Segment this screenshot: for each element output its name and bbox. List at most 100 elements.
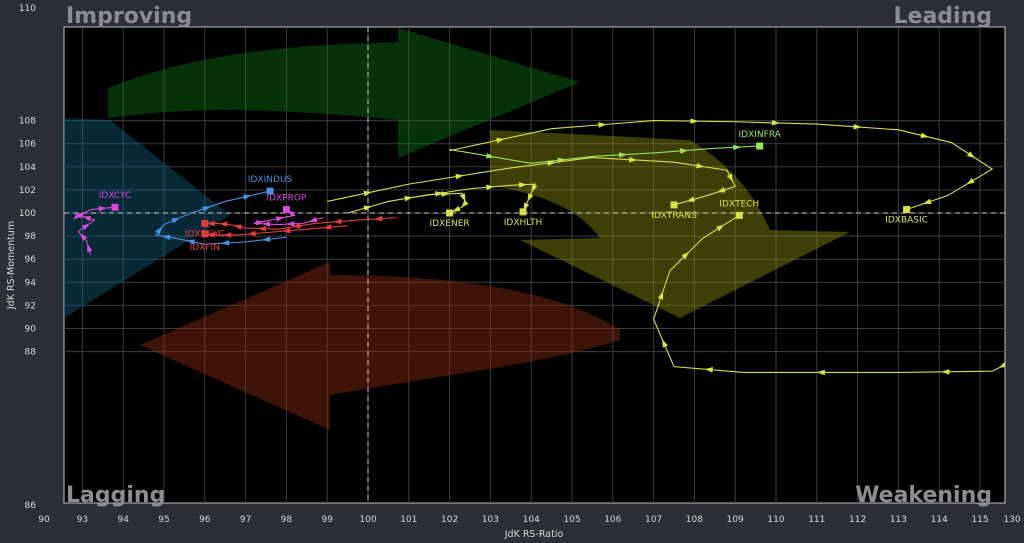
y-tick-label: 108 (19, 117, 36, 127)
series-idxhlth (408, 182, 538, 216)
tail-point-marker (86, 243, 93, 253)
series-label: IDXCYC (99, 191, 132, 201)
series-tail-line (408, 183, 537, 213)
quadrant-label-leading: Leading (894, 4, 992, 29)
series-head-marker (670, 201, 678, 209)
tail-point-marker (485, 152, 495, 159)
tail-point-marker (547, 160, 556, 167)
tail-point-marker (435, 191, 444, 197)
tail-point-marker (690, 118, 699, 124)
series-label: IDXBASIC (885, 216, 928, 226)
tail-point-marker (292, 222, 301, 229)
series-label: IDXTECH (719, 199, 759, 209)
y-tick-label: 94 (25, 278, 37, 288)
y-tick-label: 96 (25, 255, 37, 265)
series-labels: IDXINFRA IDXBASIC IDXTRANS IDXTECH IDXENER ID… (99, 130, 928, 253)
tail-point-marker (82, 216, 92, 222)
tail-point-marker (680, 148, 689, 154)
tail-point-marker (459, 193, 466, 202)
tail-point-marker (243, 194, 252, 200)
x-tick-label: 110 (767, 515, 784, 525)
tail-point-marker (452, 205, 461, 212)
series-idxfin (201, 224, 348, 238)
series-tail-line (653, 214, 1005, 373)
tail-point-marker (162, 234, 171, 241)
series-head-marker (201, 230, 209, 238)
plot-area (63, 26, 1006, 504)
tail-point-marker (998, 361, 1005, 368)
x-tick-label: 130 (1003, 515, 1020, 525)
tail-point-marker (681, 251, 690, 260)
tail-point-marker (77, 212, 86, 219)
tail-point-marker (717, 187, 726, 193)
x-tick-label: 113 (890, 515, 907, 525)
y-tick-label: 106 (19, 140, 36, 150)
tail-point-marker (219, 221, 228, 228)
x-tick-label: 94 (117, 515, 129, 525)
tail-point-marker (73, 212, 82, 220)
tail-point-marker (309, 216, 318, 223)
series-idxtech (653, 211, 1005, 376)
series-idxener (347, 191, 469, 217)
tail-point-marker (363, 205, 372, 212)
x-tick-label: 101 (400, 515, 417, 525)
x-axis-title: JdK RS-Ratio (504, 529, 564, 540)
tail-point-marker (657, 291, 664, 300)
tail-point-marker (206, 231, 216, 238)
tail-point-marker (202, 206, 211, 212)
tail-point-marker (233, 224, 242, 230)
tail-point-marker (286, 220, 295, 227)
tail-point-marker (496, 137, 505, 144)
tail-point-marker (455, 173, 464, 180)
x-tick-label: 115 (971, 515, 988, 525)
y-tick-label: 104 (19, 163, 36, 173)
x-tick-label: 104 (523, 515, 540, 525)
tail-point-marker (186, 239, 195, 245)
series-idxinfra (449, 142, 764, 164)
x-tick-label: 95 (158, 515, 169, 525)
series-idxcyc (73, 203, 119, 255)
tail-point-marker (662, 339, 668, 348)
tail-point-marker (716, 224, 725, 232)
tail-point-marker (374, 215, 383, 222)
x-tick-label: 103 (482, 515, 499, 525)
x-tick-label: 108 (686, 515, 703, 525)
x-tick-label: 112 (849, 515, 866, 525)
series-head-marker (446, 209, 454, 217)
x-tick-label: 111 (808, 515, 825, 525)
tail-point-marker (262, 236, 271, 242)
tail-point-marker (733, 144, 742, 151)
tail-point-marker (920, 132, 929, 138)
series-head-marker (111, 203, 119, 211)
quadrant-label-lagging: Lagging (66, 483, 165, 508)
x-tick-label: 97 (240, 515, 251, 525)
tail-point-marker (629, 156, 638, 163)
tail-point-marker (363, 190, 372, 197)
tail-point-marker (771, 119, 780, 126)
series-label: IDXENER (430, 219, 470, 229)
tail-point-marker (816, 369, 825, 376)
x-tick-label: 100 (359, 515, 376, 525)
x-tick-label: 99 (321, 515, 333, 525)
tail-point-marker (941, 368, 950, 375)
center-crosshair (64, 27, 1005, 503)
x-axis-ticks: 90 93 94 95 96 97 98 99 100 101 102 103 104 105 106 107… (38, 515, 1021, 525)
y-tick-label: 92 (25, 301, 36, 311)
y-tick-label: 100 (19, 209, 36, 219)
series-head-marker (266, 187, 274, 195)
tail-point-marker (853, 123, 862, 130)
improving-left-arrow-shape (64, 118, 230, 318)
series-tail-line (154, 190, 287, 245)
tail-point-marker (206, 220, 215, 227)
tail-point-marker (247, 230, 256, 237)
x-tick-label: 109 (727, 515, 744, 525)
tail-point-marker (726, 173, 733, 182)
series-head-marker (735, 211, 743, 219)
series-label: IDXTRANS (651, 211, 697, 221)
tail-point-marker (155, 226, 163, 235)
series-head-marker (201, 219, 209, 227)
tail-point-marker (98, 205, 107, 212)
tail-point-marker (221, 240, 230, 246)
x-tick-label: 93 (77, 515, 88, 525)
